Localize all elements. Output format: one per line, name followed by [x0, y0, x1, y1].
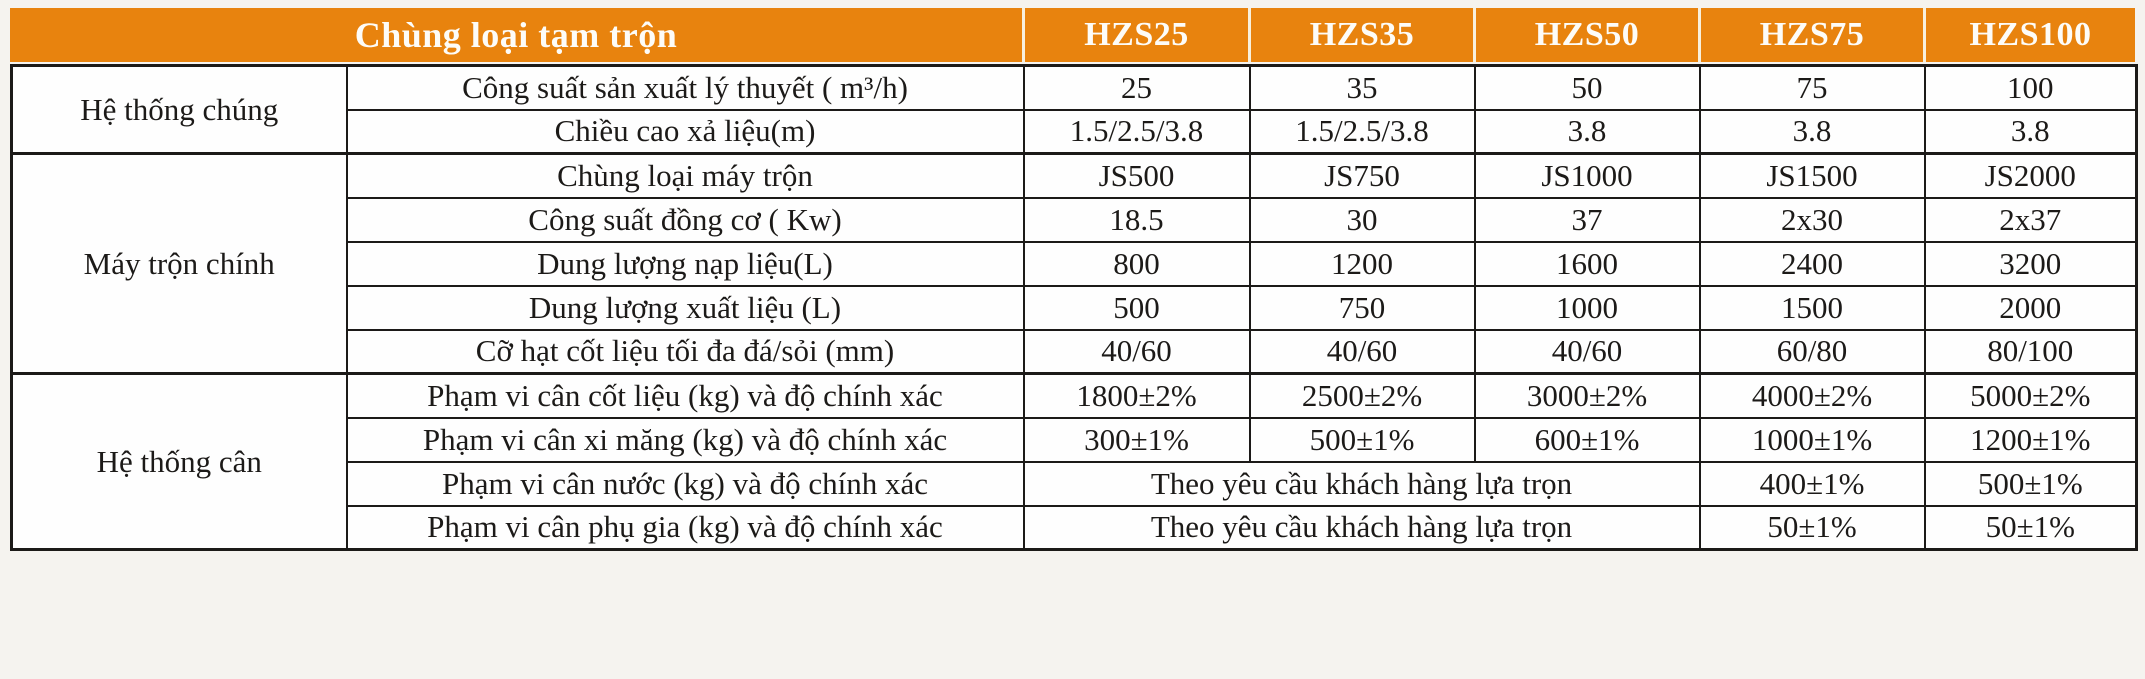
value-cell: 50±1% [1923, 504, 2138, 551]
value-cell: 18.5 [1022, 196, 1251, 243]
value-cell: 50 [1473, 64, 1701, 111]
value-cell: 2500±2% [1248, 372, 1476, 419]
value-cell: 500±1% [1248, 416, 1476, 463]
value-cell: 37 [1473, 196, 1701, 243]
value-cell: 3000±2% [1473, 372, 1701, 419]
value-cell: 2400 [1698, 240, 1926, 287]
value-cell: 500±1% [1923, 460, 2138, 507]
table-row: Phạm vi cân nước (kg) và độ chính xác Th… [12, 460, 2138, 507]
value-cell: JS2000 [1923, 152, 2138, 199]
value-cell: 40/60 [1248, 328, 1476, 375]
table-row: Hệ thống cân Phạm vi cân cốt liệu (kg) v… [10, 372, 2138, 551]
value-cell: 2000 [1923, 284, 2138, 331]
value-cell: 3.8 [1698, 108, 1926, 155]
value-cell: 1800±2% [1022, 372, 1251, 419]
value-cell: 25 [1022, 64, 1251, 111]
value-cell-merged: Theo yêu cầu khách hàng lựa trọn [1022, 460, 1701, 507]
value-cell: 5000±2% [1923, 372, 2138, 419]
value-cell: 400±1% [1698, 460, 1926, 507]
table-row: Cỡ hạt cốt liệu tối đa đá/sỏi (mm) 40/60… [12, 328, 2138, 375]
value-cell-merged: Theo yêu cầu khách hàng lựa trọn [1022, 504, 1701, 551]
spec-label-cell: Cỡ hạt cốt liệu tối đa đá/sỏi (mm) [345, 328, 1025, 375]
table-row: Phạm vi cân xi măng (kg) và độ chính xác… [12, 416, 2138, 463]
value-cell: 3200 [1923, 240, 2138, 287]
table-title: Chùng loại tạm trộn [354, 15, 678, 55]
value-cell: 1200±1% [1923, 416, 2138, 463]
table-row: Hệ thống chúng Công suất sản xuất lý thu… [10, 64, 2138, 155]
spec-label-cell: Phạm vi cân xi măng (kg) và độ chính xác [345, 416, 1025, 463]
value-cell: 3.8 [1923, 108, 2138, 155]
table-row: Phạm vi cân phụ gia (kg) và độ chính xác… [12, 504, 2138, 551]
spec-label-cell: Công suất sản xuất lý thuyết ( m³/h) [345, 64, 1025, 111]
group-cell-general-system: Hệ thống chúng [10, 64, 348, 155]
spec-label-cell: Phạm vi cân phụ gia (kg) và độ chính xác [345, 504, 1025, 551]
value-cell: 750 [1248, 284, 1476, 331]
value-cell: 1.5/2.5/3.8 [1022, 108, 1251, 155]
value-cell: 500 [1022, 284, 1251, 331]
value-cell: 60/80 [1698, 328, 1926, 375]
group-cell-main-mixer: Máy trộn chính [10, 152, 348, 375]
value-cell: 40/60 [1022, 328, 1251, 375]
spec-label-cell: Dung lượng xuất liệu (L) [345, 284, 1025, 331]
spec-label-cell: Phạm vi cân nước (kg) và độ chính xác [345, 460, 1025, 507]
value-cell: 1600 [1473, 240, 1701, 287]
spec-label-cell: Công suất đồng cơ ( Kw) [345, 196, 1025, 243]
spec-label-cell: Chùng loại máy trộn [345, 152, 1025, 199]
value-cell: 30 [1248, 196, 1476, 243]
group-cell-weighing-system: Hệ thống cân [10, 372, 348, 551]
value-cell: JS1000 [1473, 152, 1701, 199]
table-row: Dung lượng xuất liệu (L) 500 750 1000 15… [12, 284, 2138, 331]
model-header-hzs50: HZS50 [1473, 8, 1698, 62]
model-header-hzs100: HZS100 [1923, 8, 2135, 62]
value-cell: 1200 [1248, 240, 1476, 287]
model-header-hzs75: HZS75 [1698, 8, 1923, 62]
value-cell: 2x30 [1698, 196, 1926, 243]
table-row: Chiều cao xả liệu(m) 1.5/2.5/3.8 1.5/2.5… [12, 108, 2138, 155]
value-cell: 1000 [1473, 284, 1701, 331]
value-cell: 75 [1698, 64, 1926, 111]
value-cell: 3.8 [1473, 108, 1701, 155]
spec-table: Hệ thống chúng Công suất sản xuất lý thu… [10, 64, 2138, 551]
value-cell: 800 [1022, 240, 1251, 287]
value-cell: 600±1% [1473, 416, 1701, 463]
value-cell: JS1500 [1698, 152, 1926, 199]
spec-label-cell: Chiều cao xả liệu(m) [345, 108, 1025, 155]
table-row: Công suất đồng cơ ( Kw) 18.5 30 37 2x30 … [12, 196, 2138, 243]
table-row: Máy trộn chính Chùng loại máy trộn JS500… [10, 152, 2138, 375]
value-cell: 50±1% [1698, 504, 1926, 551]
value-cell: 2x37 [1923, 196, 2138, 243]
value-cell: 35 [1248, 64, 1476, 111]
value-cell: 300±1% [1022, 416, 1251, 463]
value-cell: JS500 [1022, 152, 1251, 199]
value-cell: 80/100 [1923, 328, 2138, 375]
spec-label-cell: Phạm vi cân cốt liệu (kg) và độ chính xá… [345, 372, 1025, 419]
value-cell: 4000±2% [1698, 372, 1926, 419]
value-cell: 1500 [1698, 284, 1926, 331]
value-cell: 1000±1% [1698, 416, 1926, 463]
table-row: Dung lượng nạp liệu(L) 800 1200 1600 240… [12, 240, 2138, 287]
model-header-hzs25: HZS25 [1022, 8, 1248, 62]
value-cell: JS750 [1248, 152, 1476, 199]
model-header-hzs35: HZS35 [1248, 8, 1473, 62]
value-cell: 1.5/2.5/3.8 [1248, 108, 1476, 155]
spec-sheet: Chùng loại tạm trộn HZS25 HZS35 HZS50 HZ… [10, 8, 2138, 551]
value-cell: 40/60 [1473, 328, 1701, 375]
value-cell: 100 [1923, 64, 2138, 111]
spec-label-cell: Dung lượng nạp liệu(L) [345, 240, 1025, 287]
table-header-row: Chùng loại tạm trộn HZS25 HZS35 HZS50 HZ… [10, 8, 2135, 62]
